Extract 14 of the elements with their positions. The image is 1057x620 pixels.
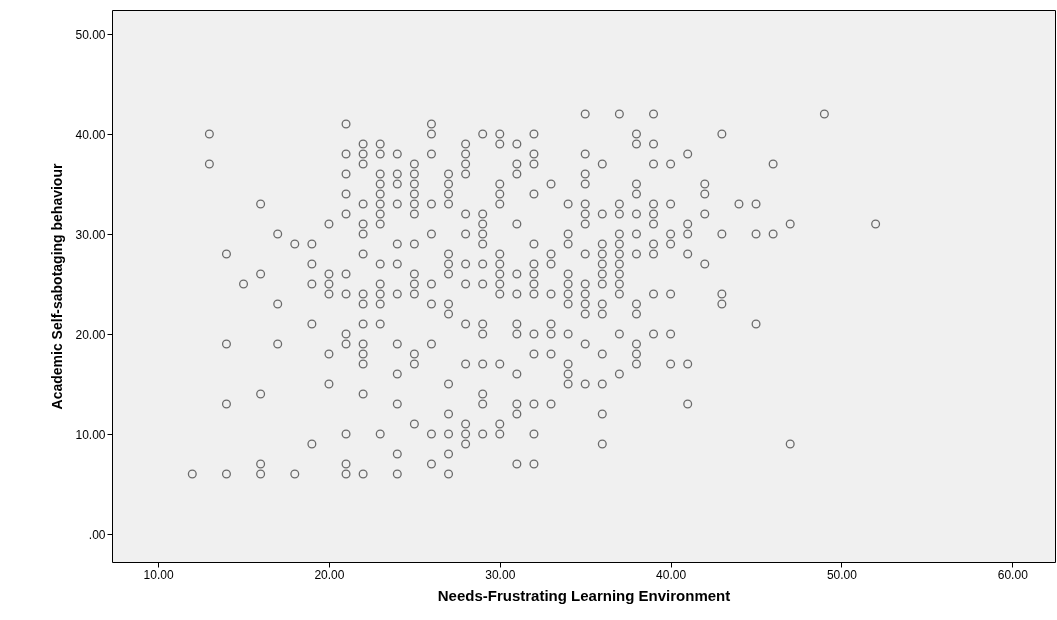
y-tick-label: .00: [88, 527, 106, 542]
y-tick-label: 20.00: [75, 327, 106, 342]
y-tick-label: 30.00: [75, 227, 106, 242]
x-tick-label: 60.00: [997, 567, 1029, 582]
y-tick-label: 10.00: [75, 427, 106, 442]
x-axis-title: Needs-Frustrating Learning Environment: [437, 586, 731, 604]
x-tick-label: 10.00: [143, 567, 174, 582]
y-axis-title: Academic Self-sabotaging behaviour: [49, 163, 66, 410]
x-tick-label: 40.00: [656, 567, 687, 582]
y-tick-label: 50.00: [75, 27, 106, 42]
y-tick-label: 40.00: [75, 127, 106, 142]
x-tick-label: 50.00: [826, 567, 858, 582]
x-tick-label: 20.00: [314, 567, 345, 582]
x-tick-label: 30.00: [485, 567, 516, 582]
